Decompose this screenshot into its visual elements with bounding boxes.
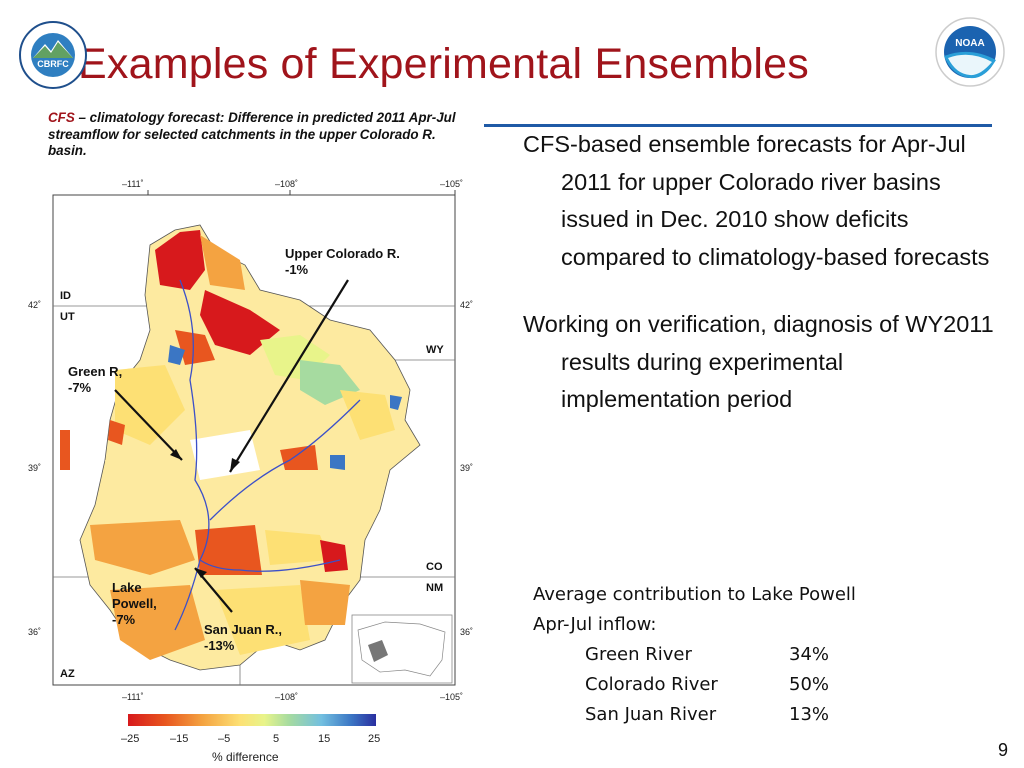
state-label-wy: WY — [426, 344, 444, 356]
colorbar-tick-2: –15 — [170, 733, 189, 745]
lon-tick-111-top: –111˚ — [122, 179, 144, 189]
lat-tick-39-left: 39˚ — [28, 463, 42, 473]
lon-tick-108-bottom: –108˚ — [275, 692, 299, 702]
caption-prefix: CFS — [48, 110, 75, 125]
caption-body: – climatology forecast: Difference in pr… — [48, 110, 456, 158]
contribution-value: 13% — [789, 704, 830, 725]
label-san-juan: San Juan R., -13% — [204, 622, 283, 653]
cbrfc-logo: CBRFC — [19, 21, 87, 89]
lat-tick-36-right: 36˚ — [460, 627, 474, 637]
slide-title: Examples of Experimental Ensembles — [78, 40, 809, 88]
contribution-row: Green River 34% — [533, 640, 856, 670]
contribution-river: Colorado River — [585, 674, 718, 695]
page-number: 9 — [998, 740, 1009, 760]
lat-tick-36-left: 36˚ — [28, 627, 42, 637]
lon-tick-105-bottom: –105˚ — [440, 692, 464, 702]
lon-tick-108-top: –108˚ — [275, 179, 299, 189]
colorbar — [128, 714, 376, 726]
colorbar-tick-5: 15 — [318, 733, 331, 745]
noaa-logo: NOAA — [935, 17, 1005, 87]
bullet-list: CFS-based ensemble forecasts for Apr-Jul… — [523, 126, 1003, 449]
lat-tick-42-left: 42˚ — [28, 300, 42, 310]
contribution-river: Green River — [585, 644, 692, 665]
contribution-row: Colorado River 50% — [533, 670, 856, 700]
bullet-item: CFS-based ensemble forecasts for Apr-Jul… — [523, 131, 990, 270]
state-label-id: ID — [60, 290, 71, 302]
colorbar-tick-6: 25 — [368, 733, 381, 745]
contribution-value: 34% — [789, 644, 830, 665]
colorbar-label: % difference — [212, 750, 279, 764]
colorbar-tick-1: –25 — [121, 733, 140, 745]
lat-tick-39-right: 39˚ — [460, 463, 474, 473]
figure-caption: CFS – climatology forecast: Difference i… — [48, 110, 478, 160]
lat-tick-42-right: 42˚ — [460, 300, 474, 310]
colorbar-tick-3: –5 — [218, 733, 231, 745]
noaa-logo-text: NOAA — [955, 38, 984, 49]
label-green-river: Green R, -7% — [68, 364, 123, 395]
state-label-az: AZ — [60, 668, 75, 680]
contribution-river: San Juan River — [585, 704, 717, 725]
label-lake-powell: Lake Powell, -7% — [112, 580, 157, 627]
lon-tick-105-top: –105˚ — [440, 179, 464, 189]
contribution-row: San Juan River 13% — [533, 700, 856, 730]
bullet-item: Working on verification, diagnosis of WY… — [523, 311, 994, 412]
label-upper-colorado: Upper Colorado R. -1% — [285, 246, 400, 277]
contribution-heading-line2: Apr-Jul inflow: — [533, 614, 657, 635]
cbrfc-logo-text: CBRFC — [37, 59, 69, 69]
colorbar-tick-4: 5 — [273, 733, 280, 745]
lon-tick-111-bottom: –111˚ — [122, 692, 144, 702]
contribution-value: 50% — [789, 674, 830, 695]
contribution-table: Average contribution to Lake Powell Apr-… — [533, 580, 856, 730]
contribution-heading-line1: Average contribution to Lake Powell — [533, 584, 856, 605]
state-label-co: CO — [426, 561, 443, 573]
state-label-ut: UT — [60, 311, 75, 323]
title-underline — [484, 124, 992, 127]
state-label-nm: NM — [426, 582, 444, 594]
